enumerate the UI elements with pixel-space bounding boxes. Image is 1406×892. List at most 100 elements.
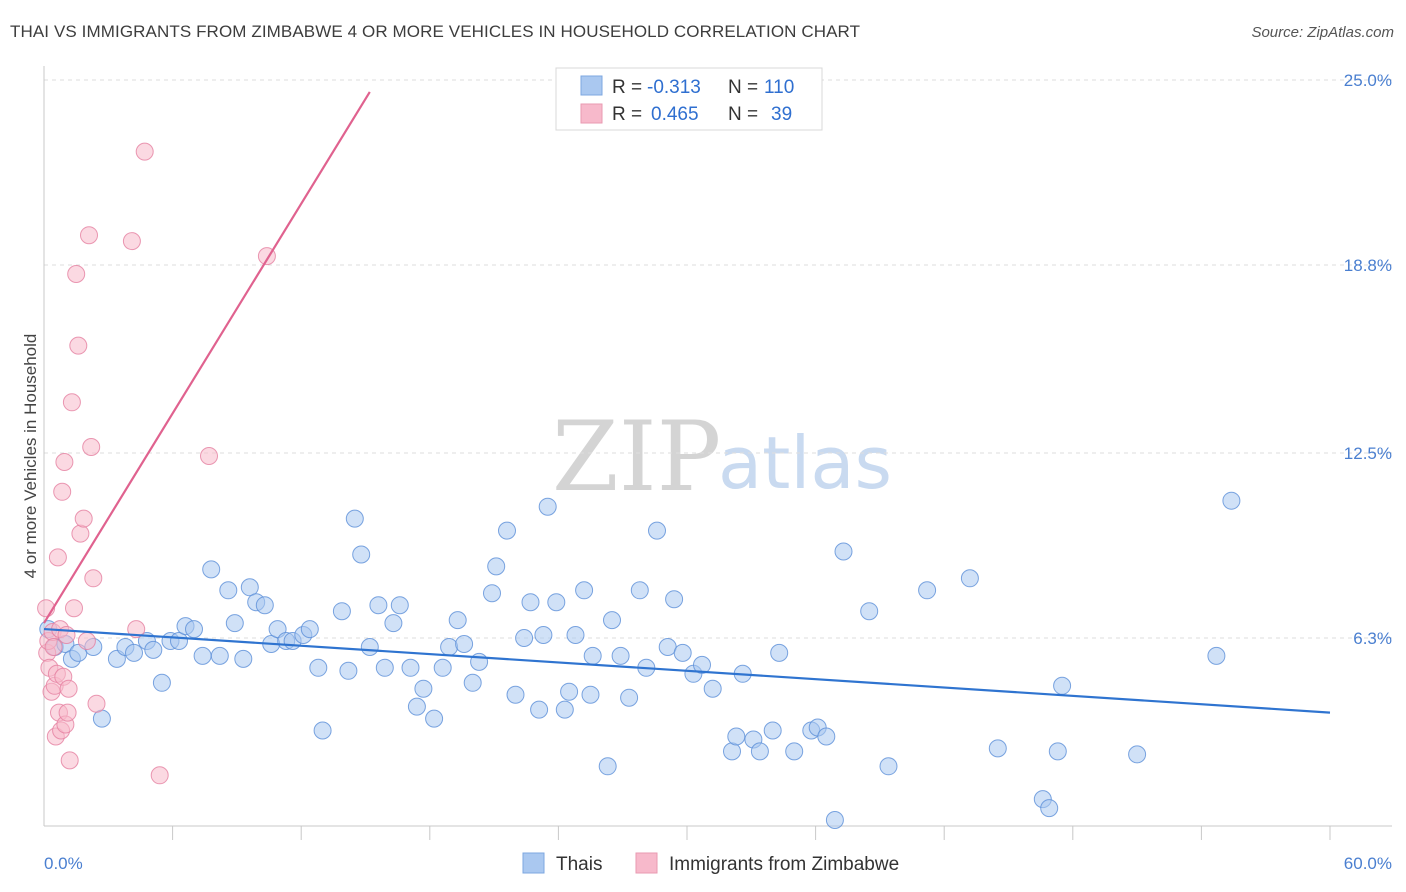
thais-point bbox=[879, 757, 898, 776]
thais-point bbox=[620, 688, 639, 707]
thais-point bbox=[834, 542, 853, 561]
thais-point bbox=[498, 521, 516, 540]
thais-point bbox=[673, 643, 692, 662]
legend-swatch-zimbabwe bbox=[580, 103, 603, 124]
thais-point bbox=[202, 560, 221, 579]
thais-point bbox=[658, 638, 677, 656]
thais-point bbox=[332, 602, 351, 621]
thais-point bbox=[727, 727, 746, 746]
thais-point bbox=[1222, 491, 1241, 510]
zimbabwe-point bbox=[59, 679, 78, 698]
thais-point bbox=[152, 673, 171, 692]
zimbabwe-point bbox=[67, 265, 86, 283]
thais-point bbox=[817, 727, 836, 746]
zimbabwe-point bbox=[77, 632, 96, 650]
thais-point bbox=[630, 581, 649, 600]
legend-r-label: R = bbox=[612, 104, 642, 125]
gridlines bbox=[44, 79, 1392, 639]
zimbabwe-point bbox=[58, 703, 77, 722]
thais-point bbox=[988, 739, 1007, 758]
series-swatch-zimbabwe bbox=[635, 852, 658, 874]
thais-point bbox=[300, 620, 319, 639]
thais-point bbox=[555, 700, 574, 719]
thais-point bbox=[825, 811, 844, 829]
legend-r-value: 0.465 bbox=[651, 104, 699, 125]
thais-point bbox=[384, 614, 403, 633]
thais-point bbox=[611, 646, 630, 665]
x-tick-labels: 0.0% 60.0% bbox=[44, 854, 1392, 873]
y-tick-label: 25.0% bbox=[1344, 71, 1392, 90]
zimbabwe-point bbox=[122, 232, 141, 251]
legend-n-value: 110 bbox=[764, 77, 794, 98]
zimbabwe-point bbox=[87, 694, 106, 713]
thais-point bbox=[603, 611, 621, 630]
thais-point bbox=[538, 497, 557, 516]
thais-point bbox=[918, 581, 937, 600]
thais-point bbox=[483, 584, 501, 603]
thais-point bbox=[309, 658, 328, 677]
x-tick-label: 0.0% bbox=[44, 854, 83, 873]
thais-point bbox=[401, 658, 420, 677]
thais-point bbox=[521, 593, 540, 612]
thais-point bbox=[255, 596, 274, 615]
thais-point bbox=[375, 658, 394, 677]
thais-point bbox=[240, 578, 259, 597]
zimbabwe-point bbox=[69, 336, 88, 355]
thais-point bbox=[575, 581, 594, 600]
thais-points bbox=[39, 491, 1241, 829]
thais-point bbox=[583, 646, 602, 665]
thais-point bbox=[534, 626, 553, 644]
thais-point bbox=[693, 655, 711, 674]
thais-point bbox=[313, 721, 332, 740]
thais-point bbox=[530, 700, 549, 719]
thais-point bbox=[455, 635, 474, 653]
thais-point bbox=[185, 620, 203, 639]
source-credit: Source: ZipAtlas.com bbox=[1251, 24, 1394, 41]
thais-point bbox=[210, 646, 229, 665]
thais-point bbox=[763, 721, 782, 740]
legend-n-label: N = bbox=[728, 104, 758, 125]
zimbabwe-point bbox=[53, 482, 72, 501]
series-label-zimbabwe: Immigrants from Zimbabwe bbox=[669, 854, 899, 875]
zimbabwe-point bbox=[200, 447, 218, 465]
zimbabwe-point bbox=[80, 226, 98, 245]
thais-point bbox=[360, 638, 379, 656]
correlation-legend: R = -0.313 N = 110 R = 0.465 N = 39 bbox=[555, 67, 823, 131]
thais-point bbox=[723, 742, 741, 761]
thais-point bbox=[598, 757, 617, 776]
legend-swatch-thais bbox=[580, 75, 603, 96]
y-tick-label: 18.8% bbox=[1344, 256, 1392, 275]
zimbabwe-point bbox=[74, 509, 93, 528]
series-swatch-thais bbox=[522, 852, 545, 874]
thais-point bbox=[547, 593, 566, 612]
thais-point bbox=[125, 643, 143, 662]
zimbabwe-point bbox=[127, 620, 146, 639]
x-tick-label: 60.0% bbox=[1344, 854, 1392, 873]
zimbabwe-point bbox=[82, 438, 101, 456]
thais-point bbox=[369, 596, 388, 615]
zimbabwe-point bbox=[135, 142, 154, 161]
thais-point bbox=[339, 661, 358, 680]
thais-point bbox=[648, 521, 666, 540]
zimbabwe-point bbox=[150, 766, 169, 785]
watermark-zip: ZIP bbox=[552, 401, 721, 513]
thais-point bbox=[770, 643, 789, 662]
thais-point bbox=[1207, 646, 1226, 665]
watermark-atlas: atlas bbox=[718, 421, 892, 505]
zimbabwe-point bbox=[65, 599, 83, 618]
legend-n-value: 39 bbox=[771, 104, 792, 125]
legend-r-label: R = bbox=[612, 77, 642, 98]
thais-point bbox=[390, 596, 409, 615]
y-tick-label: 6.3% bbox=[1353, 629, 1392, 648]
thais-point bbox=[414, 679, 433, 698]
thais-point bbox=[433, 658, 452, 677]
thais-point bbox=[750, 742, 769, 761]
thais-point bbox=[463, 673, 482, 692]
legend-n-label: N = bbox=[728, 77, 758, 98]
zimbabwe-point bbox=[44, 638, 63, 656]
chart-title: THAI VS IMMIGRANTS FROM ZIMBABWE 4 OR MO… bbox=[10, 22, 861, 41]
zimbabwe-point bbox=[55, 453, 74, 471]
thais-point bbox=[785, 742, 804, 761]
thais-trend-line bbox=[43, 627, 1331, 714]
